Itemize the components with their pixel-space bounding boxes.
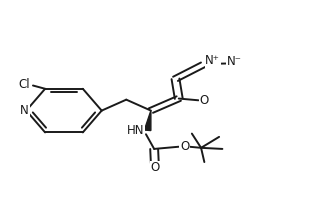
Text: N⁻: N⁻ — [227, 55, 242, 68]
Text: N⁺: N⁺ — [205, 54, 220, 67]
Text: O: O — [150, 161, 159, 175]
Text: Cl: Cl — [19, 78, 30, 91]
Polygon shape — [144, 111, 151, 131]
Text: HN: HN — [127, 124, 145, 138]
Text: N: N — [20, 104, 29, 117]
Text: O: O — [200, 94, 209, 107]
Text: O: O — [180, 140, 189, 153]
